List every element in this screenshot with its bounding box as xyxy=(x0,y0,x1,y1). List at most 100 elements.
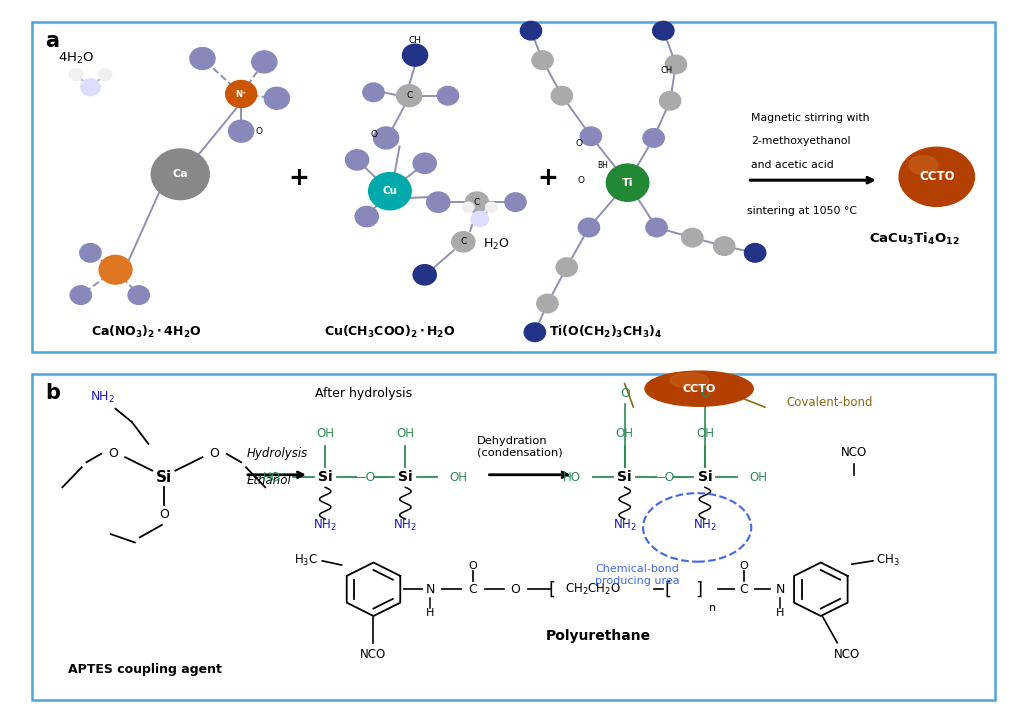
Text: Cu: Cu xyxy=(382,186,398,196)
Text: a: a xyxy=(45,31,59,50)
Circle shape xyxy=(524,323,545,342)
Circle shape xyxy=(98,69,112,81)
Text: H$_2$O: H$_2$O xyxy=(483,237,510,252)
Circle shape xyxy=(152,149,210,200)
Circle shape xyxy=(463,202,474,212)
Text: OH: OH xyxy=(750,471,767,484)
Text: APTES coupling agent: APTES coupling agent xyxy=(67,663,222,676)
Circle shape xyxy=(579,218,600,237)
Circle shape xyxy=(744,244,766,262)
Text: O: O xyxy=(255,127,262,136)
Text: ]: ] xyxy=(696,580,702,598)
Text: O: O xyxy=(511,583,521,596)
Text: O: O xyxy=(578,175,585,185)
Circle shape xyxy=(521,22,542,40)
Circle shape xyxy=(226,81,256,108)
Circle shape xyxy=(485,202,497,212)
Text: NH$_2$: NH$_2$ xyxy=(91,390,116,405)
Text: NCO: NCO xyxy=(840,446,866,459)
Text: b: b xyxy=(45,383,60,403)
Text: Si: Si xyxy=(318,470,333,485)
Text: After hydrolysis: After hydrolysis xyxy=(315,388,413,400)
Text: [: [ xyxy=(548,580,555,598)
Text: Polyurethane: Polyurethane xyxy=(546,629,651,643)
Circle shape xyxy=(413,153,436,173)
Text: Ti: Ti xyxy=(621,178,634,188)
FancyBboxPatch shape xyxy=(33,375,995,700)
Text: OH: OH xyxy=(450,471,468,484)
Text: C: C xyxy=(469,583,477,596)
Text: C: C xyxy=(739,583,747,596)
Text: OH: OH xyxy=(316,427,335,440)
Circle shape xyxy=(99,255,132,284)
Text: NCO: NCO xyxy=(834,648,860,661)
Circle shape xyxy=(397,85,422,106)
Text: n: n xyxy=(709,603,716,613)
Text: O: O xyxy=(371,130,378,139)
Ellipse shape xyxy=(670,372,709,388)
Text: O: O xyxy=(700,388,710,400)
Text: CCTO: CCTO xyxy=(919,170,955,183)
Circle shape xyxy=(413,265,436,285)
Text: C: C xyxy=(461,237,467,247)
Circle shape xyxy=(556,258,578,277)
Text: Ti: Ti xyxy=(754,384,765,394)
Text: $\mathbf{Ti(O(CH_2)_3CH_3)_4}$: $\mathbf{Ti(O(CH_2)_3CH_3)_4}$ xyxy=(549,324,662,340)
Text: Ethanol: Ethanol xyxy=(247,474,292,487)
Text: NH$_2$: NH$_2$ xyxy=(693,518,717,533)
Text: sintering at 1050 °C: sintering at 1050 °C xyxy=(747,206,857,216)
Circle shape xyxy=(363,83,384,101)
Circle shape xyxy=(581,127,601,145)
Text: NH$_2$: NH$_2$ xyxy=(394,518,417,533)
Circle shape xyxy=(681,229,703,247)
Text: Covalent-bond: Covalent-bond xyxy=(786,395,873,408)
Circle shape xyxy=(369,173,411,210)
Text: +: + xyxy=(537,167,558,191)
Circle shape xyxy=(643,129,664,147)
Text: $\mathbf{Cu(CH_3COO)_2 \cdot H_2O}$: $\mathbf{Cu(CH_3COO)_2 \cdot H_2O}$ xyxy=(324,324,456,340)
Circle shape xyxy=(252,51,277,73)
Text: H: H xyxy=(776,608,784,618)
Circle shape xyxy=(466,192,488,212)
Text: Si: Si xyxy=(698,470,712,485)
Circle shape xyxy=(373,127,399,149)
Circle shape xyxy=(128,285,149,304)
Text: O: O xyxy=(210,447,219,460)
Circle shape xyxy=(69,69,82,81)
Circle shape xyxy=(532,51,553,70)
Circle shape xyxy=(427,192,450,212)
Circle shape xyxy=(606,164,649,201)
Text: H$_3$C: H$_3$C xyxy=(294,554,318,569)
Text: Si: Si xyxy=(156,470,172,485)
Circle shape xyxy=(653,22,674,40)
Text: and acetic acid: and acetic acid xyxy=(752,160,834,170)
FancyBboxPatch shape xyxy=(33,22,995,352)
Text: CH$_2$CH$_2$O: CH$_2$CH$_2$O xyxy=(564,582,620,597)
Circle shape xyxy=(551,86,573,105)
Text: OH: OH xyxy=(397,427,414,440)
Text: Ti: Ti xyxy=(634,384,645,394)
Circle shape xyxy=(79,244,101,262)
Text: 4H$_2$O: 4H$_2$O xyxy=(58,51,95,66)
Circle shape xyxy=(437,86,459,105)
Ellipse shape xyxy=(909,156,938,174)
Text: O: O xyxy=(619,388,630,400)
Text: —O—: —O— xyxy=(353,471,388,484)
Text: $\mathbf{Ca(NO_3)_2 \cdot 4H_2O}$: $\mathbf{Ca(NO_3)_2 \cdot 4H_2O}$ xyxy=(92,324,201,340)
Text: Si: Si xyxy=(398,470,413,485)
Text: Chemical-bond
producing urea: Chemical-bond producing urea xyxy=(595,564,679,586)
Circle shape xyxy=(537,294,558,313)
Text: +: + xyxy=(289,167,309,191)
Text: CCTO: CCTO xyxy=(682,384,716,394)
Circle shape xyxy=(229,120,253,142)
Text: Magnetic stirring with: Magnetic stirring with xyxy=(752,113,870,123)
Text: BH: BH xyxy=(597,161,608,170)
Text: O: O xyxy=(469,561,477,571)
Circle shape xyxy=(70,285,92,304)
Ellipse shape xyxy=(645,371,754,406)
Text: 2-methoxyethanol: 2-methoxyethanol xyxy=(752,137,851,147)
Text: Dehydration
(condensation): Dehydration (condensation) xyxy=(477,436,562,458)
Circle shape xyxy=(403,44,427,66)
Text: NH$_2$: NH$_2$ xyxy=(313,518,337,533)
Text: NH$_2$: NH$_2$ xyxy=(613,518,637,533)
